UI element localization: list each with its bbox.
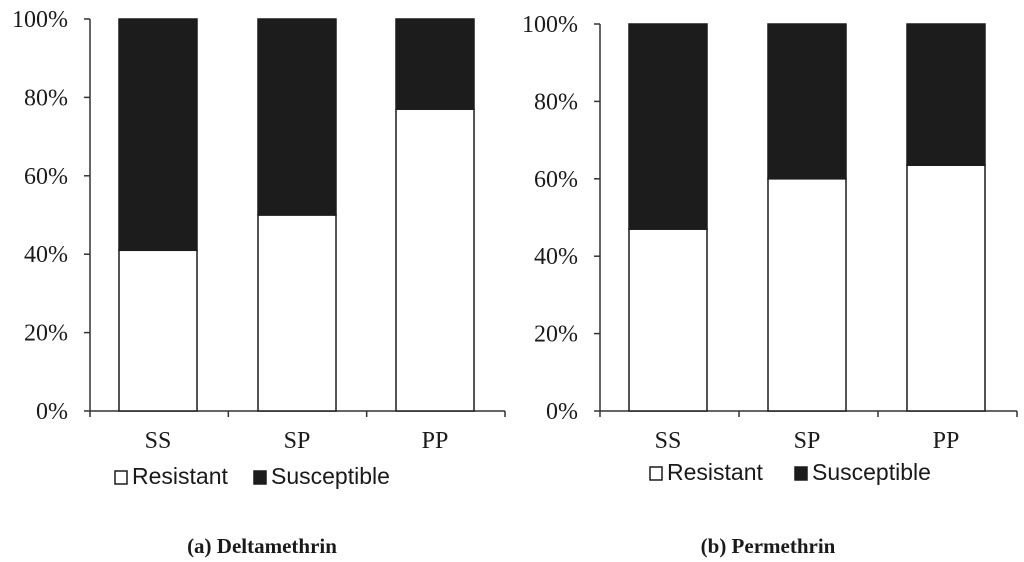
panel-b-y-tick-label: 0% bbox=[546, 399, 578, 425]
panel-a-category-label: SP bbox=[284, 428, 311, 454]
panel-b-bar-pp-resistant bbox=[906, 164, 986, 412]
panel-b-y-tick-label: 40% bbox=[534, 244, 578, 270]
panel-b-bar-sp-resistant bbox=[767, 178, 847, 412]
panel-b-y-tick-label: 20% bbox=[534, 322, 578, 348]
panel-b-caption: (b) Permethrin bbox=[701, 534, 836, 558]
panel-a-bar-ss-resistant bbox=[118, 249, 198, 412]
panel-b-y-tick-label: 80% bbox=[534, 89, 578, 115]
panel-b-y-tick-label: 60% bbox=[534, 167, 578, 193]
panel-a-caption: (a) Deltamethrin bbox=[187, 534, 337, 558]
panel-a-category-label: PP bbox=[422, 428, 449, 454]
panel-b-legend-swatch-resistant bbox=[649, 466, 663, 481]
panel-b-category-label: PP bbox=[933, 428, 960, 454]
panel-a-y-tick-label: 40% bbox=[24, 242, 68, 268]
panel-a-bar-sp-resistant bbox=[257, 214, 337, 412]
panel-b-category-label: SS bbox=[655, 428, 682, 454]
panel-a-legend-label-susceptible: Susceptible bbox=[271, 463, 390, 489]
panel-a-y-tick-label: 20% bbox=[24, 321, 68, 347]
panel-a-y-tick-label: 0% bbox=[36, 399, 68, 425]
panel-a-legend-swatch-resistant bbox=[114, 470, 128, 485]
panel-b-legend-label-susceptible: Susceptible bbox=[812, 459, 931, 485]
panel-a-bar-pp-susceptible bbox=[395, 18, 475, 110]
panel-a-category-label: SS bbox=[145, 428, 172, 454]
panel-a-bar-ss-susceptible bbox=[118, 18, 198, 252]
panel-a-legend-label-resistant: Resistant bbox=[132, 463, 228, 489]
panel-b-y-tick-label: 100% bbox=[522, 12, 578, 38]
panel-b-legend-label-resistant: Resistant bbox=[667, 459, 763, 485]
panel-a-bar-pp-resistant bbox=[395, 108, 475, 412]
panel-b-bar-sp-susceptible bbox=[767, 23, 847, 180]
panel-a-bar-sp-susceptible bbox=[257, 18, 337, 216]
panel-b-bar-ss-susceptible bbox=[628, 23, 708, 230]
panel-a-y-tick-label: 100% bbox=[12, 7, 68, 33]
panel-b-legend-swatch-susceptible bbox=[794, 466, 808, 481]
panel-b-category-label: SP bbox=[794, 428, 821, 454]
panel-b-bar-pp-susceptible bbox=[906, 23, 986, 167]
panel-a-y-tick-label: 80% bbox=[24, 85, 68, 111]
panel-a-y-tick-label: 60% bbox=[24, 164, 68, 190]
panel-b-bar-ss-resistant bbox=[628, 228, 708, 412]
panel-a-legend-swatch-susceptible bbox=[253, 470, 267, 485]
